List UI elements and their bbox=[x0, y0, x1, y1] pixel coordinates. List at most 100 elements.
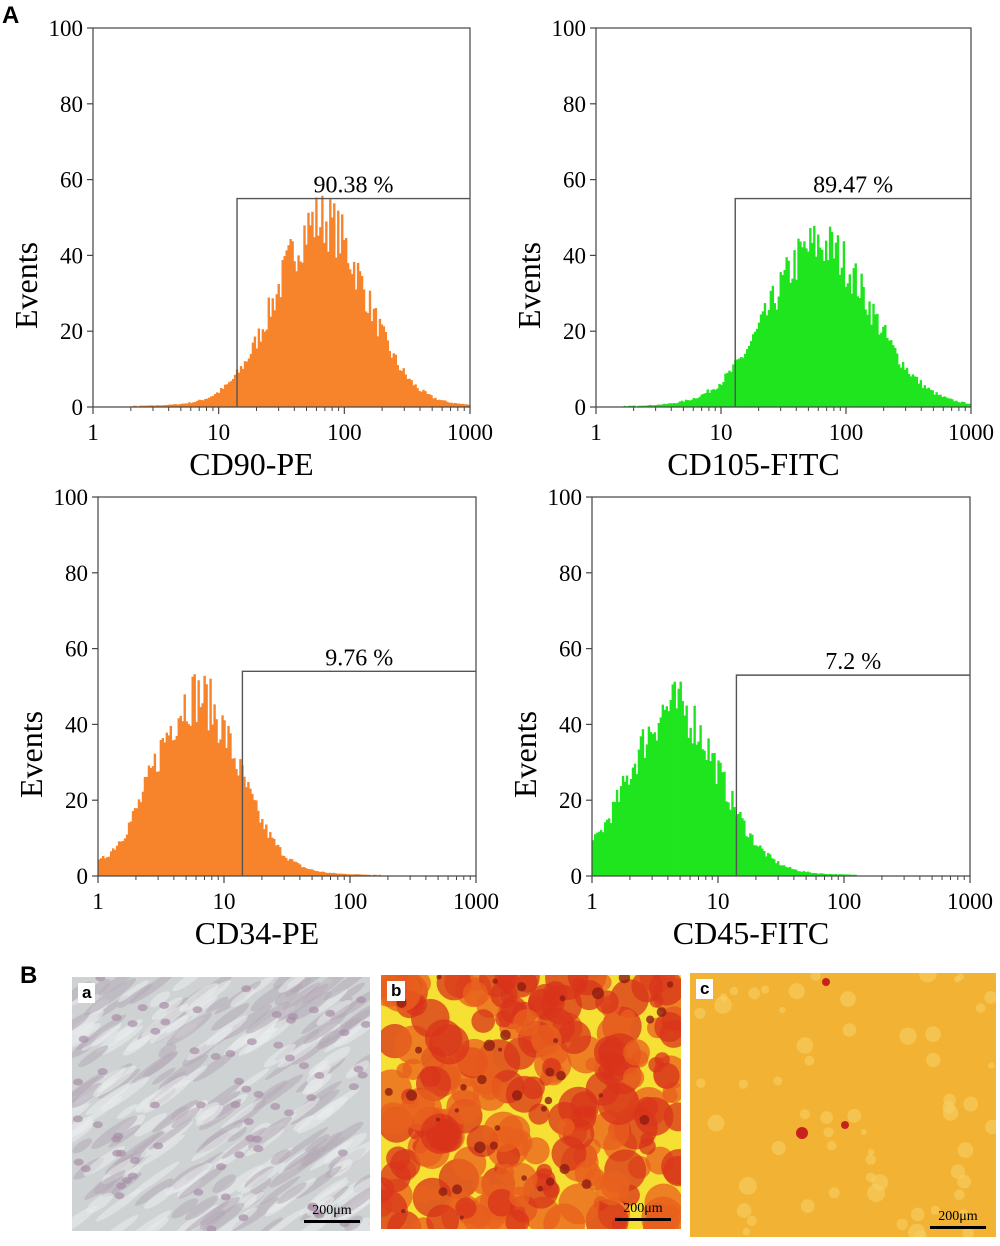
histogram-bar bbox=[678, 401, 682, 407]
histogram-bar bbox=[945, 397, 948, 407]
histogram-bar bbox=[799, 241, 802, 407]
histogram-bar bbox=[281, 260, 284, 407]
dark-nodule bbox=[498, 1047, 503, 1052]
cell-shape bbox=[117, 980, 149, 1003]
histogram-bar bbox=[840, 874, 844, 876]
histogram-bar bbox=[665, 706, 668, 876]
histogram-bar bbox=[659, 404, 662, 407]
histogram-bar bbox=[213, 704, 216, 876]
histogram-bar bbox=[701, 749, 704, 876]
dark-nodule bbox=[540, 1105, 547, 1112]
cell-shape bbox=[117, 1104, 138, 1120]
histogram-bar bbox=[777, 861, 780, 876]
histogram-bar bbox=[229, 381, 233, 407]
cell-shape bbox=[135, 1178, 174, 1206]
y-tick-label: 80 bbox=[60, 92, 83, 117]
histogram-bar bbox=[759, 314, 763, 407]
histogram-bar bbox=[115, 845, 119, 876]
histogram-bar bbox=[874, 314, 877, 407]
histogram-bar bbox=[313, 237, 316, 407]
faint-spot bbox=[779, 1006, 786, 1014]
histogram-bar bbox=[173, 739, 176, 876]
faint-spot bbox=[804, 1055, 815, 1066]
histogram-bar bbox=[339, 253, 342, 407]
histogram-bar bbox=[186, 403, 189, 407]
cell-shape bbox=[72, 1010, 104, 1038]
histogram-bar bbox=[605, 819, 609, 876]
histogram-bar bbox=[261, 329, 265, 407]
histogram-bar bbox=[217, 742, 220, 876]
cell-nucleus bbox=[127, 1020, 138, 1028]
histogram-bar bbox=[452, 403, 455, 407]
histogram-bar bbox=[787, 260, 790, 407]
histogram-bar bbox=[749, 833, 752, 876]
cell-shape bbox=[75, 1014, 127, 1051]
histogram-bar bbox=[609, 823, 613, 876]
cell-nucleus bbox=[116, 1182, 127, 1190]
histogram-bar bbox=[194, 401, 197, 407]
mineral-deposit bbox=[505, 1162, 538, 1196]
histogram-bar bbox=[163, 742, 167, 876]
histogram-bar bbox=[350, 874, 354, 876]
histogram-bar bbox=[223, 384, 227, 407]
histogram-bar bbox=[629, 779, 633, 876]
cell-shape bbox=[144, 1217, 169, 1231]
histogram-bar bbox=[899, 367, 903, 407]
histogram-bar bbox=[142, 405, 145, 407]
cell-shape bbox=[278, 977, 308, 993]
histogram-bar bbox=[795, 279, 798, 407]
histogram-bar bbox=[854, 263, 857, 407]
faint-spot bbox=[910, 1207, 925, 1222]
histogram-bar bbox=[607, 818, 611, 876]
histogram-bar bbox=[221, 388, 225, 407]
dark-nodule bbox=[483, 1039, 495, 1051]
histogram-bar bbox=[273, 838, 276, 876]
histogram-bar bbox=[611, 801, 615, 876]
histogram-bar bbox=[344, 873, 348, 876]
histogram-bar bbox=[858, 297, 861, 407]
mineral-deposit bbox=[483, 1111, 524, 1152]
cell-nucleus bbox=[306, 1094, 317, 1102]
dark-nodule bbox=[452, 1184, 463, 1195]
faint-spot bbox=[788, 983, 805, 1000]
histogram-bar bbox=[669, 403, 672, 407]
x-axis-label: CD34-PE bbox=[195, 915, 319, 951]
faint-spot bbox=[736, 1203, 752, 1218]
cell-shape bbox=[323, 977, 370, 1001]
dark-nodule bbox=[646, 1015, 655, 1024]
histogram-bar bbox=[702, 393, 705, 407]
histogram-bar bbox=[225, 384, 229, 407]
histogram-bar bbox=[757, 846, 760, 876]
y-axis-label: Events bbox=[8, 242, 44, 329]
faint-spot bbox=[988, 1062, 995, 1069]
histogram-bar bbox=[931, 390, 934, 407]
cell-shape bbox=[158, 1043, 177, 1059]
cell-shape bbox=[122, 1035, 151, 1056]
histogram-bar bbox=[328, 872, 332, 876]
x-tick-label: 10 bbox=[207, 420, 230, 445]
histogram-bar bbox=[655, 740, 659, 876]
histogram-bar bbox=[943, 396, 946, 407]
cell-shape bbox=[257, 1208, 305, 1231]
histogram-bar bbox=[828, 873, 832, 876]
scale-bar-b: 200μm bbox=[615, 1201, 671, 1221]
cell-nucleus bbox=[271, 1011, 282, 1018]
histogram-bar bbox=[712, 389, 715, 407]
dark-nodule bbox=[545, 1067, 555, 1077]
x-tick-label: 100 bbox=[829, 420, 864, 445]
histogram-bar bbox=[271, 837, 274, 876]
histogram-bar bbox=[681, 700, 684, 876]
histogram-bar bbox=[333, 203, 336, 407]
cell-shape bbox=[192, 1051, 236, 1082]
gate-marker bbox=[734, 197, 971, 407]
histogram-bar bbox=[330, 873, 334, 876]
histogram-bar bbox=[292, 861, 296, 876]
cell-shape bbox=[72, 1138, 93, 1154]
cell-nucleus bbox=[360, 1020, 370, 1028]
histogram-bar bbox=[832, 258, 836, 407]
histogram-bar bbox=[159, 740, 163, 876]
cell-shape bbox=[86, 1192, 114, 1214]
histogram-bar bbox=[350, 274, 354, 407]
histogram-bar bbox=[323, 243, 326, 407]
histogram-bar bbox=[747, 837, 750, 876]
